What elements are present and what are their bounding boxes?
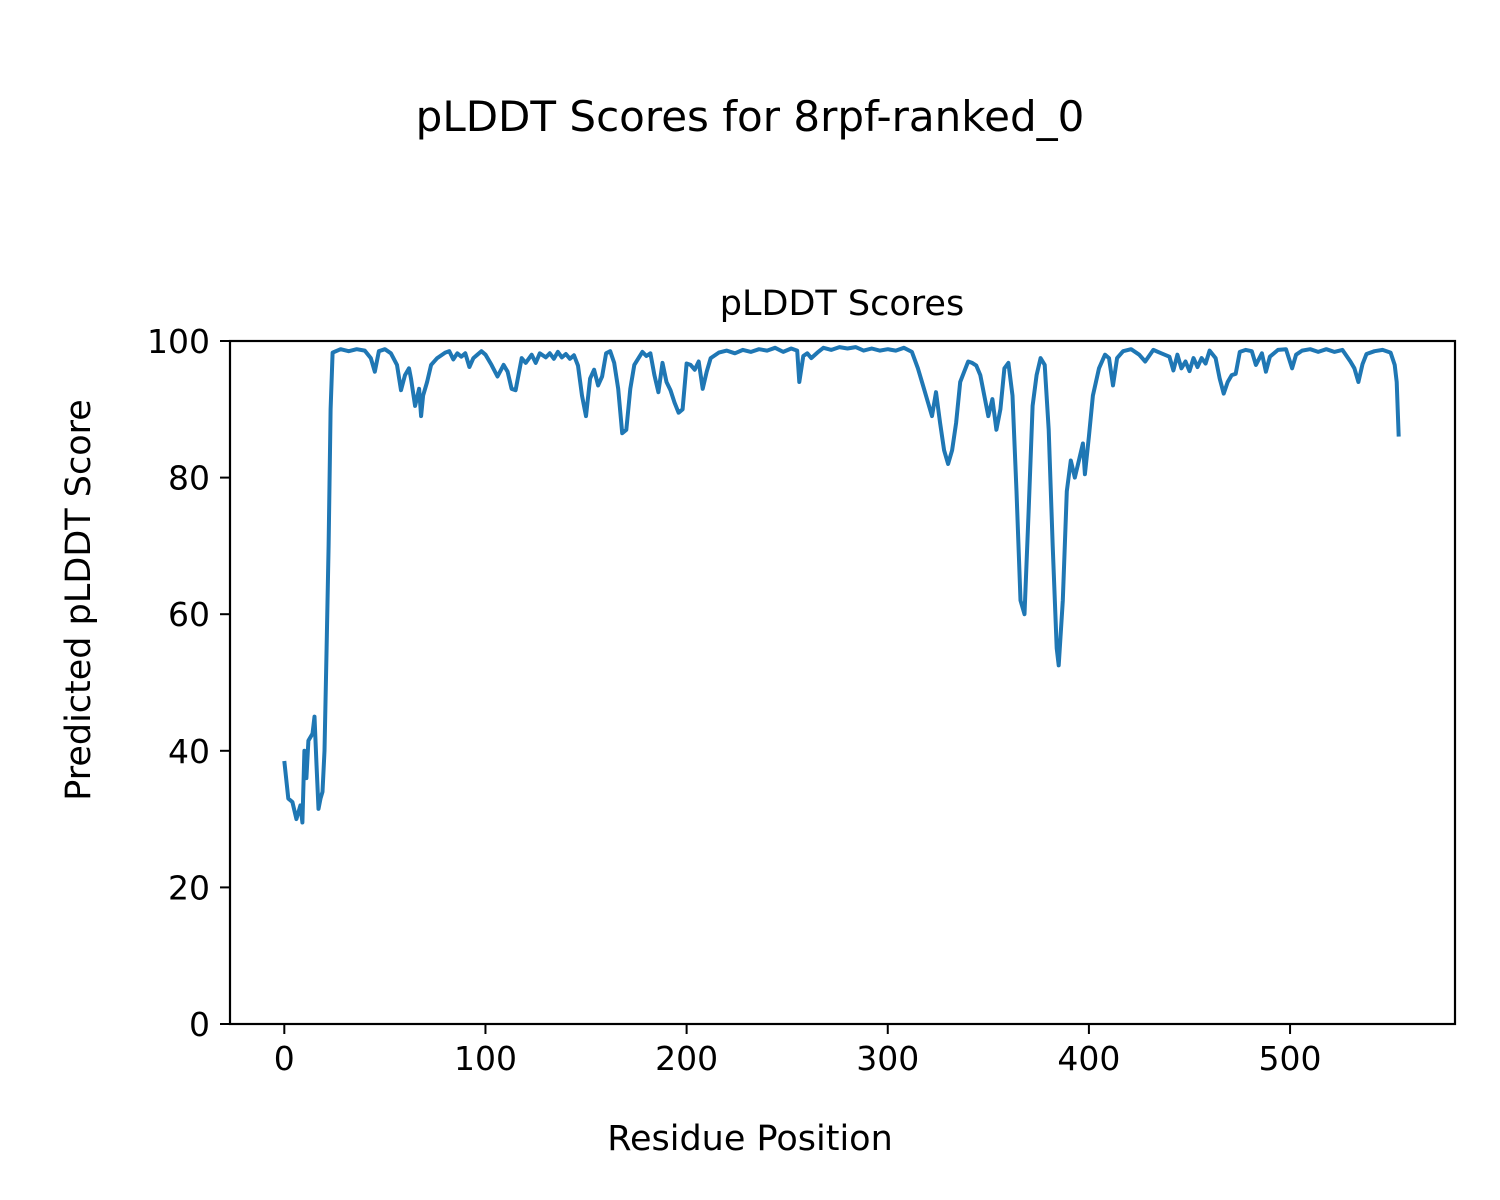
x-axis-label: Residue Position	[607, 1119, 893, 1159]
plot-frame	[228, 339, 1457, 1026]
x-tick-label: 300	[856, 1039, 919, 1078]
x-tick-label: 0	[274, 1039, 295, 1078]
y-tick-label: 40	[168, 732, 210, 771]
x-tick-label: 100	[454, 1039, 517, 1078]
y-tick-label: 0	[189, 1005, 210, 1044]
x-tick-label: 400	[1057, 1039, 1120, 1078]
x-tick-label: 200	[655, 1039, 718, 1078]
y-tick-label: 20	[168, 868, 210, 907]
plot-title: pLDDT Scores	[720, 284, 964, 324]
figure-suptitle: pLDDT Scores for 8rpf-ranked_0	[415, 92, 1085, 141]
y-tick-label: 100	[147, 322, 210, 361]
series-layer	[282, 345, 1401, 825]
y-axis: 0 20 40 60 80 100	[147, 322, 230, 1044]
y-axis-label: Predicted pLDDT Score	[59, 399, 99, 801]
y-tick-label: 60	[168, 595, 210, 634]
y-tick-label: 80	[168, 459, 210, 498]
x-tick-label: 500	[1259, 1039, 1322, 1078]
x-axis: 0 100 200 300 400 500	[274, 1024, 1322, 1078]
series-line-0	[282, 345, 1401, 825]
